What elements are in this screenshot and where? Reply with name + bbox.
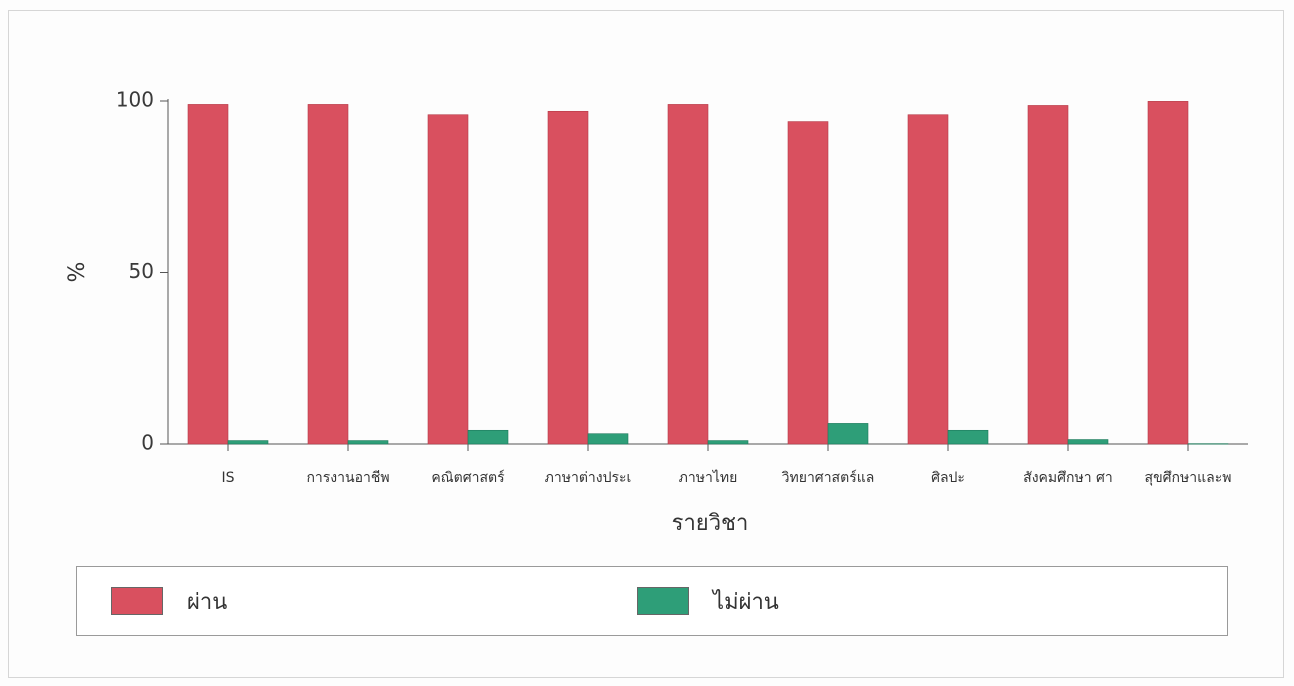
bars-group <box>187 101 1229 445</box>
x-tick-label: ภาษาต่างประเ <box>545 470 632 486</box>
y-tick-label: 50 <box>129 259 154 283</box>
bar-pass <box>187 104 229 445</box>
bar-pass <box>787 121 829 445</box>
x-tick-label: สุขศึกษาและพ <box>1145 470 1232 486</box>
bar-fail <box>347 440 389 445</box>
x-tick-label: คณิตศาสตร์ <box>431 469 505 486</box>
bar-fail <box>227 440 269 445</box>
bar-pass <box>1147 101 1189 445</box>
legend: ผ่าน ไม่ผ่าน <box>76 566 1228 636</box>
bar-fail <box>467 429 509 445</box>
x-tick-label: สังคมศึกษา ศา <box>1023 470 1113 486</box>
legend-label-fail: ไม่ผ่าน <box>713 589 779 615</box>
x-tick-label: ภาษาไทย <box>679 469 738 486</box>
y-axis-title: % <box>65 262 90 283</box>
x-axis: IS การงานอาชีพ คณิตศาสตร์ ภาษาต่างประเ ภาษาไ… <box>168 443 1248 486</box>
bar-pass <box>907 114 949 445</box>
bar-fail <box>587 433 629 445</box>
bar-pass <box>547 110 589 445</box>
bar-fail <box>947 429 989 445</box>
bar-pass <box>427 114 469 445</box>
legend-item-pass: ผ่าน <box>111 567 227 635</box>
y-tick-label: 100 <box>116 88 154 112</box>
y-tick-label: 0 <box>141 431 154 455</box>
bar-pass <box>1027 105 1069 445</box>
x-tick-label: การงานอาชีพ <box>306 470 389 486</box>
bar-chart: 0 50 100 IS การงานอาชีพ คณิตศาสตร์ ภาษาต่างปร… <box>65 88 1248 536</box>
bar-fail <box>827 423 869 445</box>
x-axis-title: รายวิชา <box>672 511 749 536</box>
legend-item-fail: ไม่ผ่าน <box>637 567 779 635</box>
bar-fail <box>707 440 749 445</box>
legend-label-pass: ผ่าน <box>187 589 228 615</box>
legend-swatch-pass <box>111 587 163 615</box>
bar-pass <box>667 104 709 445</box>
x-tick-label: IS <box>221 470 234 486</box>
bar-fail <box>1187 443 1229 445</box>
bar-fail <box>1067 439 1109 445</box>
legend-swatch-fail <box>637 587 689 615</box>
y-axis: 0 50 100 <box>116 88 169 455</box>
x-tick-label: วิทยาศาสตร์แล <box>782 469 875 486</box>
chart-frame <box>8 10 1284 678</box>
x-tick-label: ศิลปะ <box>931 470 965 486</box>
bar-pass <box>307 104 349 445</box>
